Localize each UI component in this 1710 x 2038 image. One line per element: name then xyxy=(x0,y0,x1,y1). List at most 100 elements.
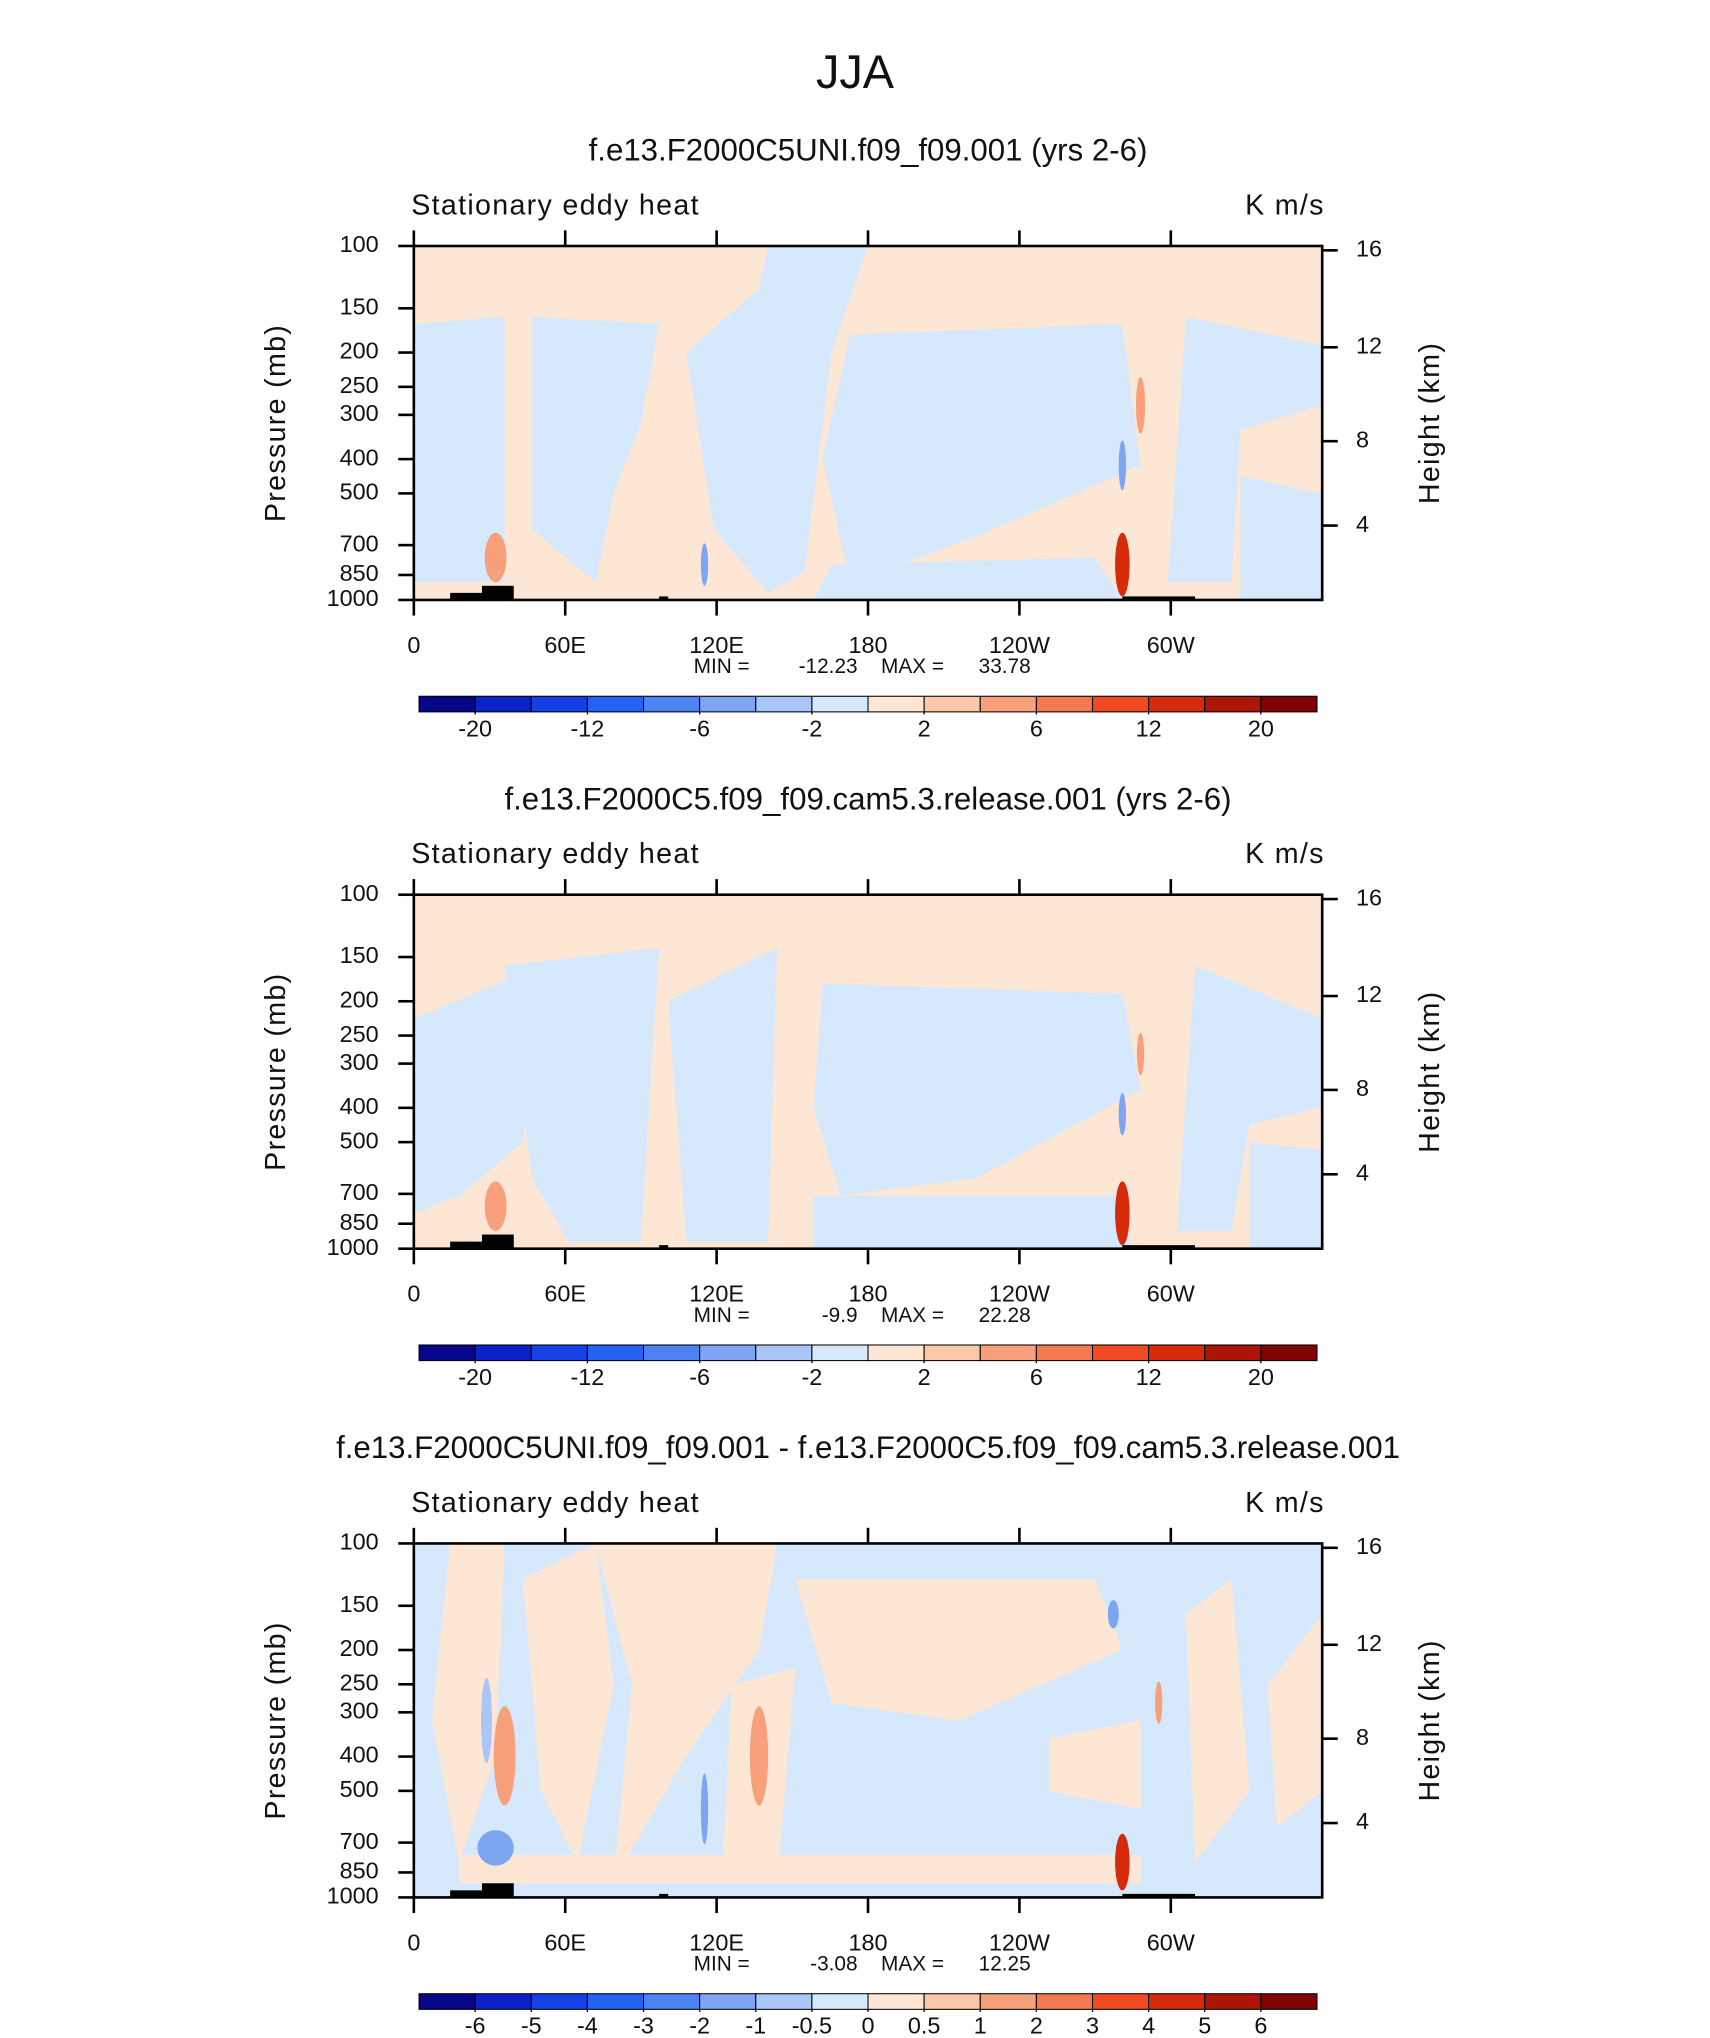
min-value: -3.08 xyxy=(810,1953,857,1976)
colorbar-label: 12 xyxy=(1136,715,1162,741)
colorbar-label: 4 xyxy=(1142,2013,1155,2038)
x-tick-label: 120W xyxy=(989,1929,1051,1955)
left-string: Stationary eddy heat xyxy=(411,838,700,870)
y-tick-label: 400 xyxy=(340,444,379,470)
y-tick-label: 400 xyxy=(340,1742,379,1768)
colorbar-box xyxy=(643,1344,701,1362)
colorbar-box xyxy=(1204,1344,1262,1362)
max-label: MAX = xyxy=(881,1304,944,1327)
x-tick-label: 180 xyxy=(848,1281,887,1307)
colorbar-label: -12 xyxy=(570,1364,604,1390)
y-tick-label: 300 xyxy=(340,1698,379,1724)
colorbar-box xyxy=(530,695,588,713)
y2-tick-label: 8 xyxy=(1356,1075,1369,1101)
field-region xyxy=(1167,316,1323,583)
panel-title: f.e13.F2000C5.f09_f09.cam5.3.release.001… xyxy=(504,781,1231,816)
x-tick-label: 60E xyxy=(544,1929,586,1955)
max-value: 33.78 xyxy=(979,655,1031,678)
colorbar-label: 0.5 xyxy=(908,2013,941,2038)
colorbar-box xyxy=(1260,695,1318,713)
y-tick-label: 300 xyxy=(340,400,379,426)
field-feature xyxy=(1135,376,1146,434)
y-tick-label: 200 xyxy=(340,986,379,1012)
y2-tick-label: 16 xyxy=(1356,236,1382,262)
colorbar-label: -1 xyxy=(745,2013,766,2038)
field-region xyxy=(813,983,1141,1196)
colorbar-box xyxy=(1204,1993,1262,2010)
y-tick-label: 250 xyxy=(340,1669,379,1695)
colorbar-box xyxy=(867,695,925,713)
colorbar-box xyxy=(418,695,476,713)
min-label: MIN = xyxy=(694,655,750,678)
y-tick-label: 700 xyxy=(340,1179,379,1205)
y2-tick-label: 12 xyxy=(1356,332,1382,358)
right-string: K m/s xyxy=(1245,1487,1325,1519)
colorbar-box xyxy=(1091,695,1150,713)
x-tick-label: 60E xyxy=(544,632,586,658)
colorbar-box xyxy=(474,695,532,713)
field-feature xyxy=(1115,1833,1130,1891)
y2-tick-label: 4 xyxy=(1356,1159,1369,1185)
x-tick-label: 60W xyxy=(1147,1281,1196,1307)
y-tick-label: 250 xyxy=(340,1021,379,1047)
x-tick-label: 180 xyxy=(848,1929,887,1955)
colorbar-label: -6 xyxy=(465,2013,486,2038)
y2-axis-label: Height (km) xyxy=(1414,342,1446,504)
field-feature xyxy=(1115,532,1130,597)
colorbar-box xyxy=(755,1344,813,1362)
field-region xyxy=(1267,1614,1323,1827)
contour-field xyxy=(413,1543,1323,1898)
colorbar-box xyxy=(586,1344,645,1362)
field-region xyxy=(459,1854,1141,1884)
y-tick-label: 1000 xyxy=(327,1234,379,1260)
contour-field xyxy=(413,245,1323,600)
colorbar-label: -4 xyxy=(577,2013,598,2038)
right-string: K m/s xyxy=(1245,190,1325,222)
colorbar-box xyxy=(530,1344,588,1362)
y-tick-label: 300 xyxy=(340,1049,379,1075)
field-feature xyxy=(1115,1181,1130,1246)
x-tick-label: 120E xyxy=(689,1929,744,1955)
colorbar-box xyxy=(979,1344,1037,1362)
panel-title: f.e13.F2000C5UNI.f09_f09.001 (yrs 2-6) xyxy=(589,133,1148,168)
colorbar-box xyxy=(699,1993,757,2010)
colorbar-box xyxy=(1260,1344,1318,1362)
y-tick-label: 1000 xyxy=(327,585,379,611)
colorbar-box xyxy=(1091,1344,1150,1362)
panel-title: f.e13.F2000C5UNI.f09_f09.001 - f.e13.F20… xyxy=(336,1430,1400,1465)
field-feature xyxy=(477,1830,514,1866)
colorbar-box xyxy=(643,1993,701,2010)
colorbar-label: -0.5 xyxy=(792,2013,832,2038)
colorbar-box xyxy=(811,1993,869,2010)
x-tick-label: 0 xyxy=(407,1281,420,1307)
field-region xyxy=(1185,1578,1250,1863)
field-region xyxy=(668,947,778,1242)
colorbar-label: -12 xyxy=(570,715,604,741)
min-value: -12.23 xyxy=(799,655,858,678)
field-region xyxy=(595,1543,778,1880)
field-feature xyxy=(1118,1092,1126,1136)
colorbar-label: 20 xyxy=(1248,1364,1274,1390)
colorbar-box xyxy=(755,1993,813,2010)
topography xyxy=(659,596,669,600)
field-feature xyxy=(481,1677,492,1763)
topography xyxy=(1122,1893,1196,1898)
field-feature xyxy=(1155,1681,1163,1724)
figure-title: JJA xyxy=(816,46,895,98)
colorbar-label: 6 xyxy=(1254,2013,1267,2038)
field-feature xyxy=(1107,1600,1119,1629)
colorbar-box xyxy=(923,1993,981,2010)
colorbar-label: -20 xyxy=(458,715,492,741)
y-axis-label: Pressure (mb) xyxy=(260,324,292,522)
y2-tick-label: 8 xyxy=(1356,426,1369,452)
left-string: Stationary eddy heat xyxy=(411,1487,700,1519)
x-tick-label: 120W xyxy=(989,632,1051,658)
y-tick-label: 700 xyxy=(340,1828,379,1854)
colorbar-label: -6 xyxy=(689,715,710,741)
colorbar-box xyxy=(1035,1344,1094,1362)
colorbar-box xyxy=(1148,695,1206,713)
y2-tick-label: 16 xyxy=(1356,884,1382,910)
field-region xyxy=(686,245,869,593)
y-tick-label: 850 xyxy=(340,1858,379,1884)
y-tick-label: 850 xyxy=(340,560,379,586)
